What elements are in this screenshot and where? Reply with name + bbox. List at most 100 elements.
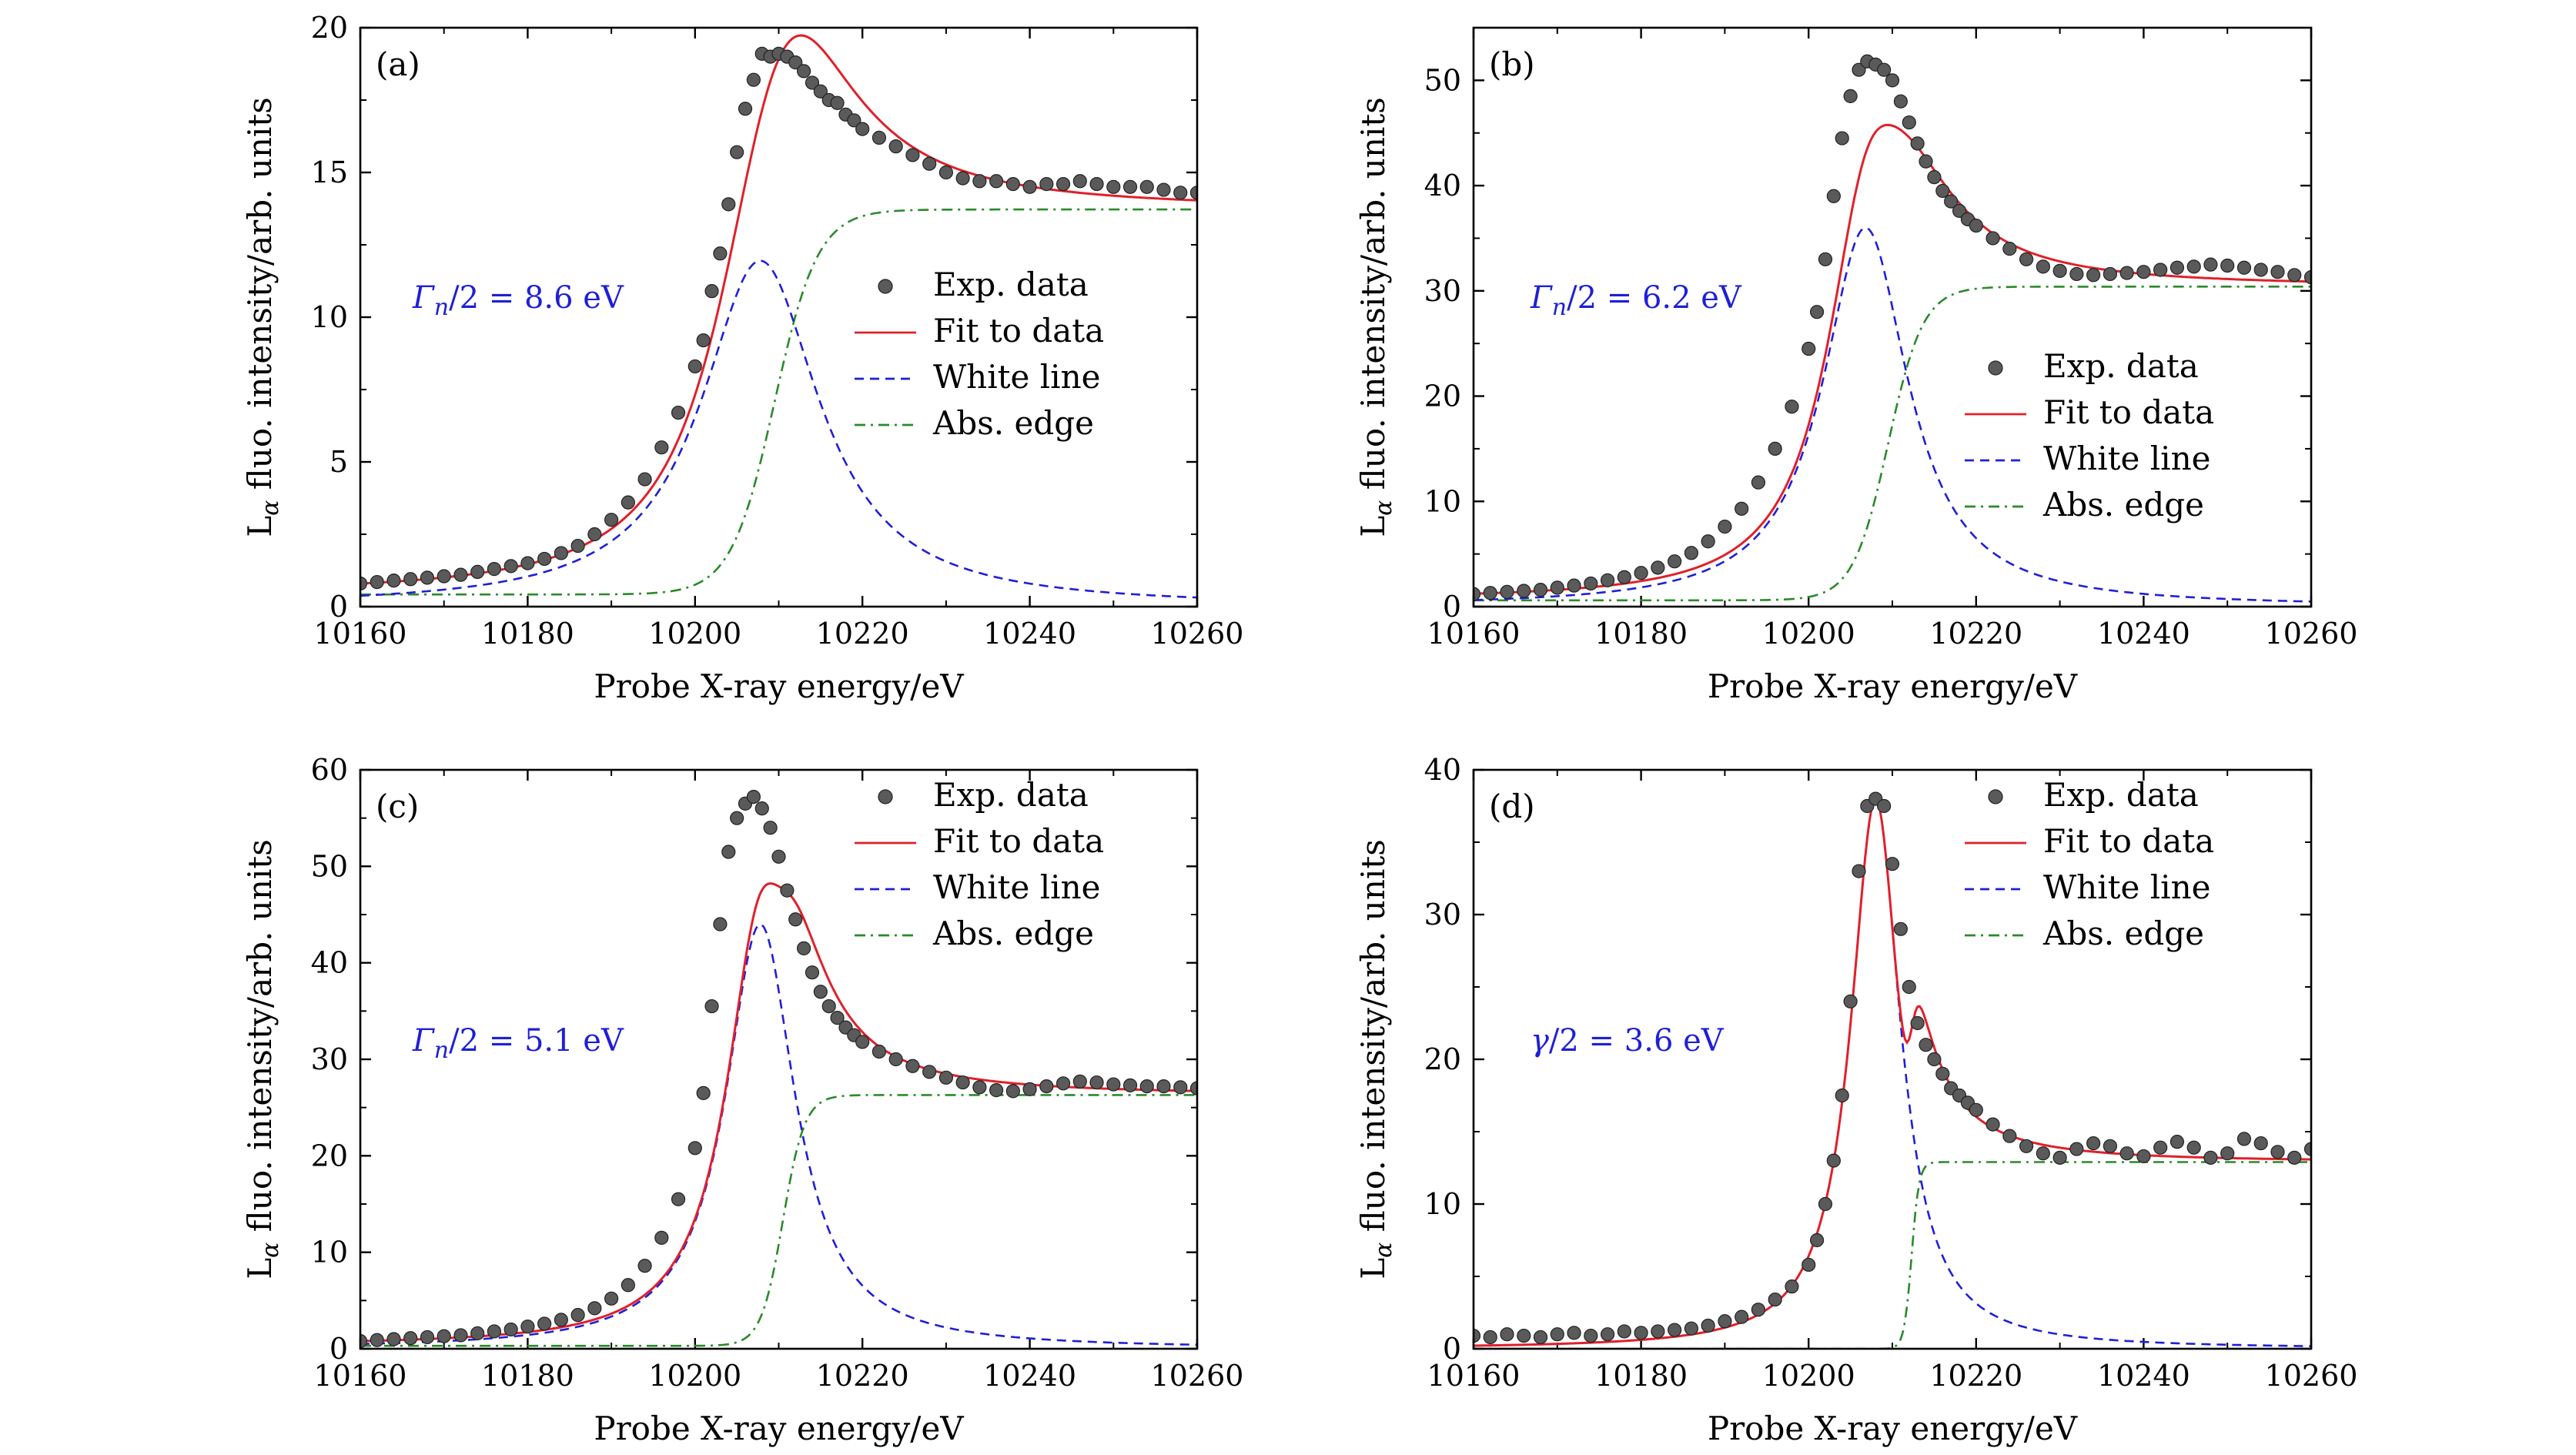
data-point xyxy=(1173,1080,1188,1095)
x-tick-label: 10200 xyxy=(1762,617,1855,651)
data-point xyxy=(2303,1142,2311,1156)
x-tick-label: 10240 xyxy=(983,1359,1076,1393)
data-point xyxy=(1055,176,1071,192)
curves xyxy=(1474,797,2311,1349)
data-point xyxy=(1885,73,1900,88)
data-point xyxy=(1877,798,1892,814)
data-point xyxy=(1600,1327,1615,1342)
data-point xyxy=(1517,1328,1531,1343)
data-point xyxy=(1089,1075,1104,1090)
data-point xyxy=(2103,266,2117,282)
data-point xyxy=(989,174,1004,189)
data-point xyxy=(805,75,820,90)
data-point xyxy=(1902,979,1916,995)
y-tick-label: 5 xyxy=(330,445,348,479)
data-point xyxy=(1500,584,1514,599)
data-point xyxy=(1567,1326,1581,1340)
data-point xyxy=(2019,1139,2034,1153)
x-tick-label: 10180 xyxy=(481,617,574,651)
curves xyxy=(1474,123,2311,603)
data-point xyxy=(1039,176,1054,192)
data-point xyxy=(2270,265,2285,279)
legend-label: Exp. data xyxy=(2043,347,2199,385)
data-point xyxy=(487,562,502,577)
data-point xyxy=(2153,1140,2168,1155)
legend-label: White line xyxy=(2043,440,2211,477)
data-point xyxy=(955,171,970,186)
y-tick-label: 60 xyxy=(311,753,348,787)
data-point xyxy=(1584,1328,1598,1343)
data-point xyxy=(847,113,861,128)
data-point xyxy=(1735,501,1749,516)
data-point xyxy=(1818,252,1833,266)
data-point xyxy=(2052,1150,2067,1165)
data-point xyxy=(2203,257,2218,272)
x-tick-label: 10180 xyxy=(1594,1359,1688,1393)
data-point xyxy=(1651,1324,1665,1339)
data-point xyxy=(554,546,568,560)
legend-label: Abs. edge xyxy=(2042,915,2204,952)
data-point xyxy=(2287,1150,2302,1165)
x-tick-label: 10220 xyxy=(1929,1359,2022,1393)
data-point xyxy=(637,1259,652,1273)
data-point xyxy=(520,556,535,570)
data-point xyxy=(1022,1082,1037,1096)
data-point xyxy=(1039,1079,1054,1094)
data-point xyxy=(1986,231,2000,246)
data-point xyxy=(746,72,761,87)
data-point xyxy=(654,1230,669,1245)
data-point xyxy=(721,197,736,212)
data-point xyxy=(1927,170,1942,185)
data-point xyxy=(370,574,384,590)
data-point xyxy=(730,145,744,159)
x-tick-label: 10220 xyxy=(816,617,909,651)
data-point xyxy=(797,64,811,79)
data-point xyxy=(1668,554,1682,569)
data-point xyxy=(938,165,954,180)
x-tick-label: 10160 xyxy=(314,617,407,651)
y-tick-label: 50 xyxy=(1424,63,1461,97)
data-point xyxy=(420,1330,435,1345)
data-point xyxy=(1122,179,1138,194)
data-point xyxy=(2119,266,2134,280)
data-point xyxy=(1550,580,1564,595)
data-point xyxy=(805,965,820,980)
data-point xyxy=(554,1313,568,1327)
chart-panel-c: 10160 10180 10200 10220 10240 10260 0 10 20 30 40 5… xyxy=(241,753,1243,1447)
chart-panel-a: 10160 10180 10200 10220 10240 10260 0 5 10 15 20 Pr… xyxy=(241,11,1243,705)
data-point xyxy=(1600,573,1615,587)
x-axis-title: Probe X-ray energy/eV xyxy=(594,667,964,705)
data-point xyxy=(1893,922,1908,936)
gamma-annotation: Γn/2 = 5.1 eV xyxy=(412,1023,624,1064)
data-point xyxy=(1668,1323,1682,1337)
data-point xyxy=(1843,994,1858,1008)
plot-frame xyxy=(1472,26,2313,608)
data-point xyxy=(1835,1088,1849,1103)
data-point xyxy=(1106,179,1121,194)
data-point xyxy=(1735,1310,1749,1324)
data-point xyxy=(905,148,920,162)
series-exp-data xyxy=(360,46,1197,591)
y-tick-label: 30 xyxy=(1424,898,1461,932)
data-point xyxy=(1751,475,1766,490)
data-point xyxy=(2136,265,2151,279)
legend: Exp. data Fit to data White line Abs. edge xyxy=(855,776,1104,952)
data-point xyxy=(520,1320,535,1334)
data-point xyxy=(1567,578,1581,593)
x-axis-title: Probe X-ray energy/eV xyxy=(594,1410,964,1447)
data-point xyxy=(1122,1078,1138,1092)
data-point xyxy=(1718,519,1732,534)
y-tick-label: 0 xyxy=(330,590,348,624)
legend-label: Abs. edge xyxy=(932,915,1094,952)
y-tick-label: 40 xyxy=(311,946,348,980)
data-point xyxy=(2303,269,2311,285)
data-point xyxy=(1785,1279,1799,1294)
data-point xyxy=(1910,136,1925,151)
data-point xyxy=(1474,587,1481,601)
data-point xyxy=(671,1192,686,1206)
y-tick-label: 20 xyxy=(1424,380,1461,413)
data-point xyxy=(938,1070,954,1085)
y-axis-title: Lα fluo. intensity/arb. units xyxy=(1354,97,1397,537)
data-point xyxy=(780,883,795,898)
data-point xyxy=(1826,1153,1841,1168)
